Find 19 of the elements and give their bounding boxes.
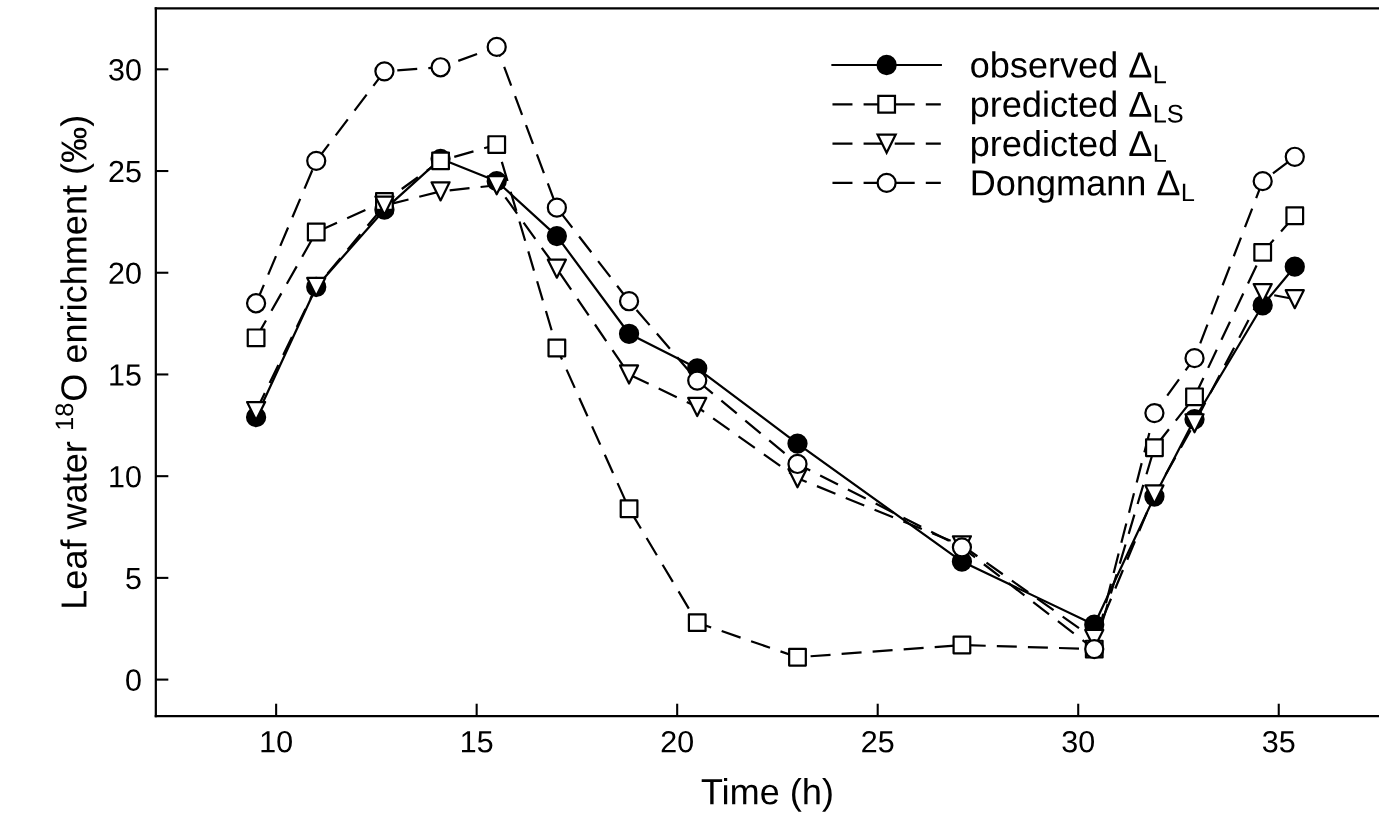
y-tick-label: 10 [110, 465, 141, 488]
y-tick-label: 25 [109, 160, 141, 183]
legend-label: observed Δ$_{L}$ [971, 51, 1166, 84]
y-tick-label: 20 [109, 262, 141, 285]
y-tick-label: 15 [110, 364, 141, 386]
x-tick-label: 25 [862, 730, 894, 753]
x-axis-title: Time (h) [701, 778, 832, 812]
x-tick-label: 35 [1262, 730, 1295, 753]
y-tick-label: 5 [126, 567, 141, 590]
legend-label: Dongmann Δ$_{L}$ [972, 170, 1195, 203]
y-tick-label: 30 [109, 59, 141, 81]
x-tick-label: 15 [462, 731, 493, 753]
x-tick-label: 30 [1062, 730, 1095, 753]
x-tick-label: 10 [261, 730, 292, 753]
y-tick-label: 0 [126, 669, 141, 691]
y-axis-title: Leaf water $^{18}$O enrichment (‰) [55, 117, 94, 607]
legend-label: predicted Δ$_{L}$ [972, 129, 1166, 164]
x-tick-label: 20 [661, 730, 693, 753]
legend-label: predicted Δ$_{LS}$ [972, 90, 1183, 125]
